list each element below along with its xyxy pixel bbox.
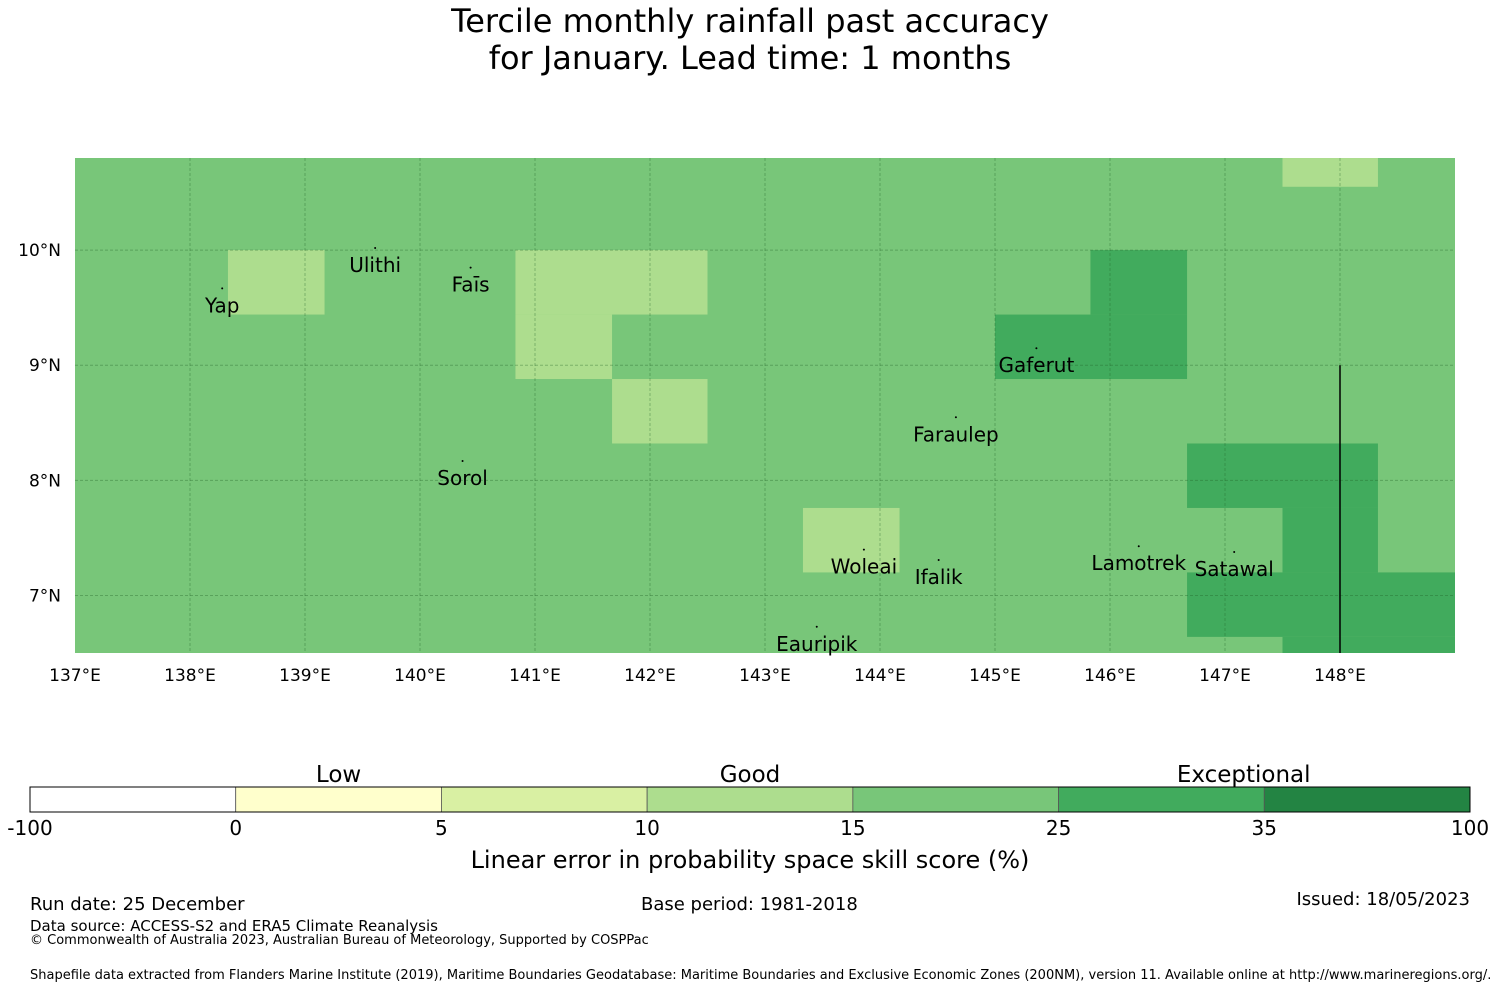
lon-tick-label: 144°E: [854, 666, 906, 686]
shapefile-credit: Shapefile data extracted from Flanders M…: [30, 968, 1492, 983]
place-label: Lamotrek: [1091, 551, 1186, 575]
place-label: Faīs: [452, 273, 490, 297]
issued-date: Issued: 18/05/2023: [1296, 889, 1470, 910]
island-marker: [469, 266, 472, 269]
colorbar-swatch: [29, 786, 237, 813]
island-marker: [221, 287, 224, 290]
skill-cell: [1282, 158, 1378, 187]
island-marker: [374, 247, 377, 250]
lon-tick-label: 147°E: [1199, 666, 1251, 686]
lat-tick-label: 7°N: [29, 586, 61, 606]
island-marker: [1233, 550, 1236, 553]
skill-cell: [515, 314, 613, 380]
colorbar-tick-label: 10: [634, 816, 659, 840]
place-label: Faraulep: [913, 422, 999, 446]
lon-tick-label: 137°E: [49, 666, 101, 686]
skill-cell: [515, 250, 708, 315]
place-label: Ulithi: [349, 253, 401, 277]
colorbar-tick-label: 0: [229, 816, 242, 840]
place-label: Ifalik: [915, 565, 963, 589]
colorbar-category-label: Exceptional: [1177, 762, 1311, 788]
place-label: Satawal: [1195, 557, 1274, 581]
run-date: Run date: 25 December: [30, 894, 245, 915]
colorbar-swatch: [1058, 786, 1265, 813]
skill-cell: [802, 507, 900, 573]
skill-cell: [995, 314, 1188, 380]
lat-tick-label: 9°N: [29, 356, 61, 376]
colorbar-title: Linear error in probability space skill …: [471, 846, 1030, 874]
base-period: Base period: 1981-2018: [641, 894, 858, 915]
colorbar-swatch: [441, 786, 648, 813]
colorbar-tick-label: 100: [1451, 816, 1489, 840]
skill-cell: [1282, 507, 1378, 573]
colorbar-category-label: Low: [316, 762, 361, 788]
colorbar: -100 0 5 10 15 25 35 100 Low Good Exceptional Linea…: [7, 762, 1489, 874]
place-label: Gaferut: [998, 353, 1074, 377]
map-background: [75, 158, 1455, 653]
colorbar-swatch: [1263, 786, 1471, 813]
colorbar-outline: [29, 786, 1471, 813]
colorbar-tick-label: 35: [1252, 816, 1277, 840]
skill-cell: [1187, 443, 1378, 508]
lon-tick-label: 143°E: [739, 666, 791, 686]
colorbar-tick-label: 25: [1046, 816, 1071, 840]
island-marker: [1035, 347, 1038, 350]
lon-tick-label: 148°E: [1314, 666, 1366, 686]
skill-cell: [612, 379, 708, 444]
colorbar-tick-label: -100: [7, 816, 52, 840]
place-label: Eauripik: [776, 632, 858, 656]
lat-tick-label: 10°N: [18, 241, 61, 261]
island-marker: [461, 460, 464, 463]
island-marker: [862, 548, 865, 551]
chart-title-line-1: Tercile monthly rainfall past accuracy: [451, 2, 1049, 40]
lon-tick-label: 141°E: [509, 666, 561, 686]
lon-tick-label: 146°E: [1084, 666, 1136, 686]
data-source: Data source: ACCESS-S2 and ERA5 Climate …: [30, 917, 438, 935]
lon-tick-label: 145°E: [969, 666, 1021, 686]
skill-cell: [1187, 572, 1455, 637]
place-label: Sorol: [437, 466, 488, 490]
island-marker: [954, 416, 957, 419]
colorbar-swatch: [235, 786, 442, 813]
place-label: Yap: [204, 293, 239, 317]
chart-title-line-2: for January. Lead time: 1 months: [488, 39, 1012, 77]
colorbar-tick-label: 15: [840, 816, 865, 840]
lon-tick-label: 139°E: [279, 666, 331, 686]
island-marker: [937, 559, 940, 562]
place-label: Woleai: [831, 555, 898, 579]
lon-tick-label: 142°E: [624, 666, 676, 686]
colorbar-tick-label: 5: [435, 816, 448, 840]
island-marker: [815, 625, 818, 628]
skill-cell: [1282, 636, 1455, 653]
colorbar-category-label: Good: [720, 762, 781, 788]
skill-cell: [1090, 250, 1188, 315]
colorbar-swatch: [646, 786, 854, 813]
lon-tick-label: 140°E: [394, 666, 446, 686]
skill-cell: [227, 250, 325, 315]
map-area: 137°E 138°E 139°E 140°E 141°E 142°E 143°E 144°E…: [18, 158, 1455, 686]
island-marker: [1137, 545, 1140, 548]
copyright-notice: © Commonwealth of Australia 2023, Austra…: [30, 933, 649, 948]
colorbar-swatch: [852, 786, 1059, 813]
lon-tick-label: 138°E: [164, 666, 216, 686]
lat-tick-label: 8°N: [29, 471, 61, 491]
